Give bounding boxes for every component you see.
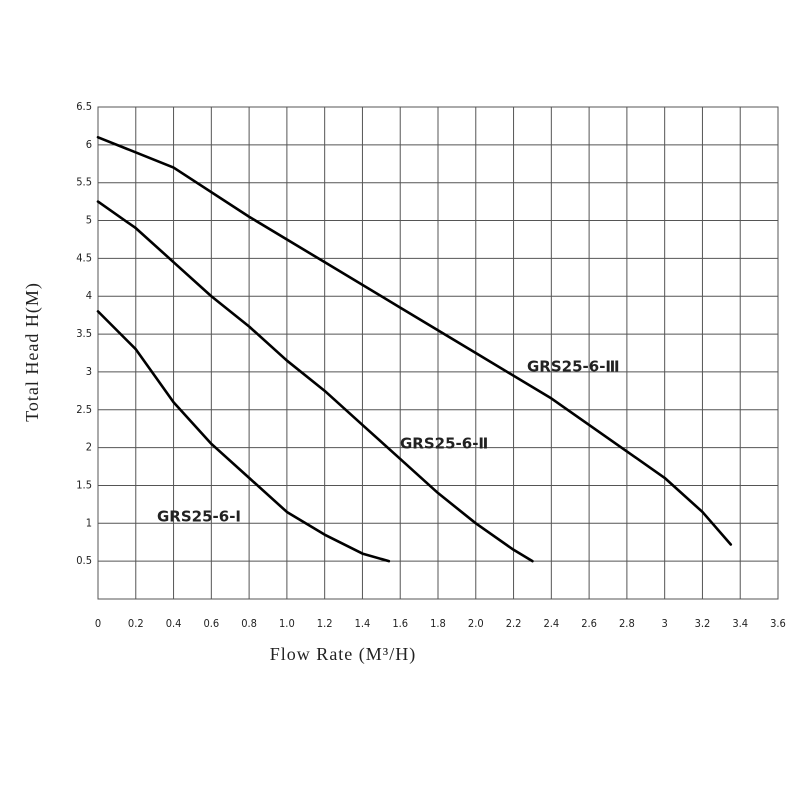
x-tick-label: 3	[662, 617, 668, 630]
x-tick-label: 1.2	[317, 617, 333, 630]
x-tick-label: 1.6	[392, 617, 408, 630]
y-tick-label: 3.5	[76, 327, 92, 340]
x-tick-label: 2.0	[468, 617, 484, 630]
y-tick-label: 6.5	[76, 100, 92, 113]
series-label: GRS25-6-Ⅱ	[400, 435, 488, 453]
y-axis-title: Total Head H(M)	[22, 282, 43, 422]
x-tick-label: 2.8	[619, 617, 635, 630]
x-tick-label: 2.4	[543, 617, 559, 630]
curve	[96, 310, 391, 563]
series-label: GRS25-6-Ⅰ	[157, 508, 241, 526]
x-tick-label: 1.0	[279, 617, 295, 630]
series-label: GRS25-6-Ⅲ	[527, 358, 620, 376]
x-tick-label: 2.2	[506, 617, 522, 630]
x-tick-label: 0.2	[128, 617, 144, 630]
x-tick-label: 2.6	[581, 617, 597, 630]
x-tick-label: 3.6	[770, 617, 786, 630]
x-tick-label: 3.4	[732, 617, 748, 630]
y-tick-label: 5.5	[76, 176, 92, 189]
curve	[96, 135, 733, 546]
y-tick-label: 4	[86, 289, 92, 302]
y-tick-label: 0.5	[76, 554, 92, 567]
curve	[96, 200, 534, 563]
x-tick-label: 3.2	[695, 617, 711, 630]
y-tick-label: 3	[86, 365, 92, 378]
x-tick-label: 1.8	[430, 617, 446, 630]
y-tick-label: 2.5	[76, 403, 92, 416]
y-tick-label: 1.5	[76, 478, 92, 491]
x-tick-label: 0.8	[241, 617, 257, 630]
x-tick-label: 0.6	[203, 617, 219, 630]
x-tick-label: 0	[95, 617, 101, 630]
y-tick-label: 5	[86, 214, 92, 227]
x-tick-label: 0.4	[166, 617, 182, 630]
x-tick-label: 1.4	[355, 617, 371, 630]
y-tick-label: 6	[86, 138, 92, 151]
y-tick-label: 2	[86, 441, 92, 454]
y-tick-label: 4.5	[76, 251, 92, 264]
x-axis-title: Flow Rate (M³/H)	[270, 644, 416, 665]
y-tick-label: 1	[86, 516, 92, 529]
